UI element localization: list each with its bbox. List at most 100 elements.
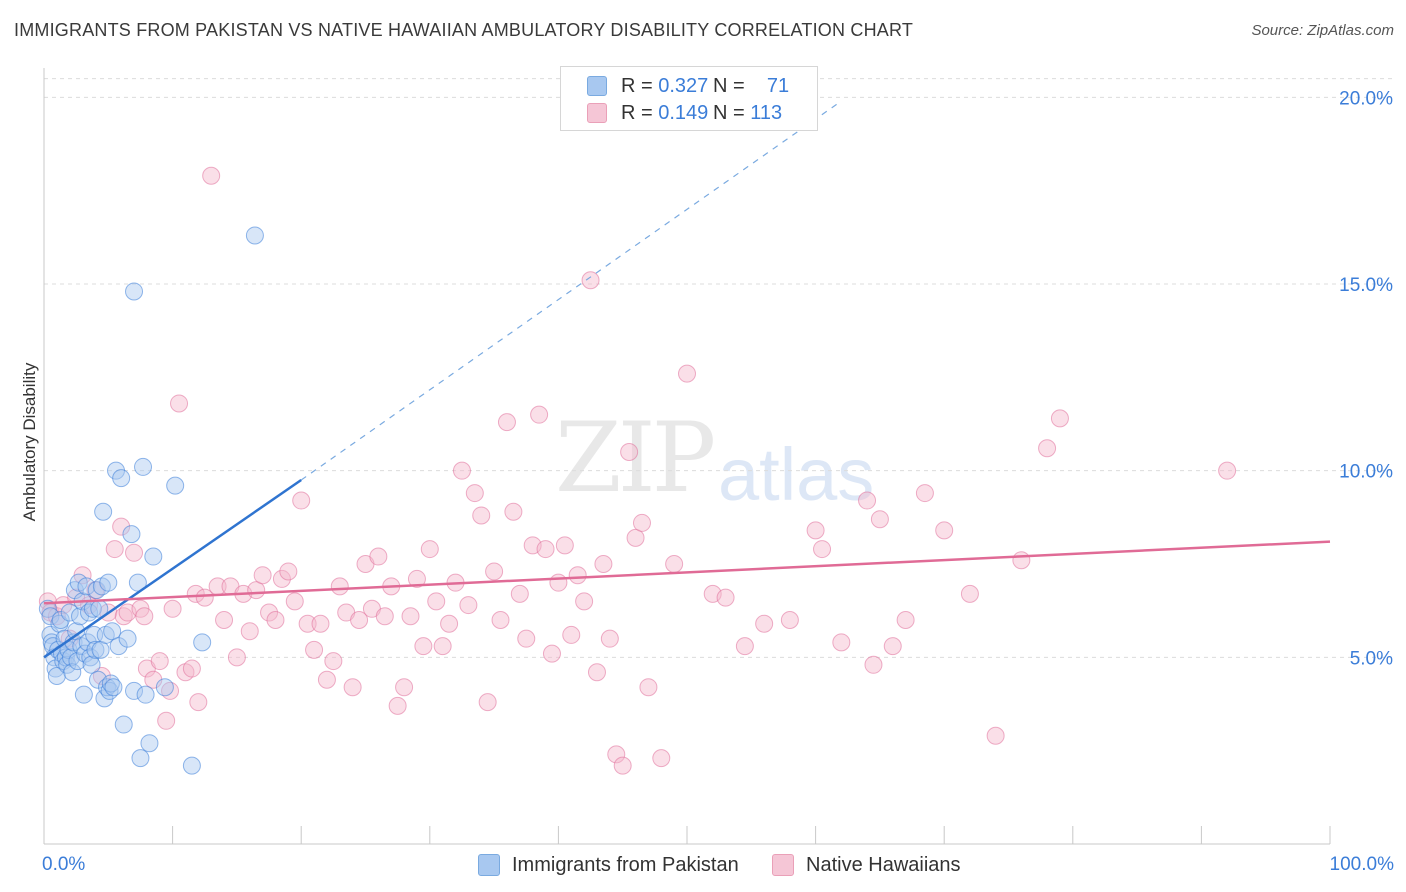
data-point xyxy=(74,685,93,704)
bottom-legend-label-hawaiians: Native Hawaiians xyxy=(806,853,961,876)
data-point xyxy=(324,652,343,671)
data-point xyxy=(38,599,57,618)
data-point xyxy=(202,166,221,185)
trend-line-hawaiians xyxy=(43,540,1331,605)
data-point xyxy=(369,547,388,566)
data-point xyxy=(56,648,75,667)
data-point xyxy=(195,588,214,607)
axis-layer xyxy=(43,68,1331,845)
trend-line-pakistan-extension xyxy=(300,100,842,481)
data-point xyxy=(305,640,324,659)
label-layer: 5.0% 10.0% 15.0% 20.0% 0.0% 100.0% Ambulatory … xyxy=(20,88,1394,875)
stats-legend: R = 0.327 N = 71 R = 0.149 N = 113 xyxy=(560,66,818,131)
legend-row-pakistan: R = 0.327 N = 71 xyxy=(587,74,789,98)
legend-r-value: 0.149 xyxy=(658,101,709,124)
data-point xyxy=(131,749,150,768)
data-point xyxy=(517,629,536,648)
data-point xyxy=(157,711,176,730)
data-point xyxy=(136,685,155,704)
data-point xyxy=(94,502,113,521)
bottom-legend-label-pakistan: Immigrants from Pakistan xyxy=(512,853,739,876)
data-point xyxy=(478,693,497,712)
data-point xyxy=(298,614,317,633)
data-point xyxy=(166,476,185,495)
legend-r-label: R = xyxy=(621,74,653,97)
bottom-legend-swatch-pakistan xyxy=(478,854,500,876)
data-point xyxy=(896,611,915,629)
data-point xyxy=(665,555,684,573)
data-point xyxy=(350,611,369,629)
data-point xyxy=(864,655,883,674)
y-tick-label: 5.0% xyxy=(1350,648,1393,669)
data-point xyxy=(47,667,66,685)
data-point xyxy=(575,592,594,611)
data-point xyxy=(504,502,523,521)
data-point xyxy=(193,633,212,652)
data-point xyxy=(41,607,60,626)
data-point xyxy=(459,596,478,615)
data-point xyxy=(440,614,459,633)
data-point xyxy=(186,584,205,603)
data-point xyxy=(401,607,420,626)
data-point xyxy=(105,540,124,559)
data-point xyxy=(407,569,426,588)
data-point xyxy=(279,562,298,581)
data-point xyxy=(716,588,735,607)
legend-row-hawaiians: R = 0.149 N = 113 xyxy=(587,101,782,125)
data-point xyxy=(395,678,414,697)
data-point xyxy=(485,562,504,581)
data-point xyxy=(135,607,154,626)
legend-n-value: 113 xyxy=(750,101,783,124)
data-point xyxy=(317,670,336,689)
data-point xyxy=(245,226,264,245)
data-point xyxy=(77,577,96,596)
bottom-legend-swatch-hawaiians xyxy=(772,854,794,876)
data-point xyxy=(549,573,568,592)
data-point xyxy=(82,655,101,674)
data-point xyxy=(735,637,754,656)
legend-swatch-pakistan xyxy=(587,76,607,96)
data-point xyxy=(960,584,979,603)
data-point xyxy=(632,513,651,532)
data-point xyxy=(86,640,105,659)
data-point xyxy=(109,637,128,656)
y-axis-label: Ambulatory Disability xyxy=(20,362,39,521)
data-point xyxy=(491,611,510,629)
data-point xyxy=(170,394,189,413)
bottom-legend-pakistan: Immigrants from Pakistan xyxy=(478,852,739,878)
data-point xyxy=(433,637,452,656)
data-point xyxy=(140,734,159,753)
data-point xyxy=(427,592,446,611)
data-point xyxy=(38,592,57,611)
data-point xyxy=(182,756,201,775)
data-point xyxy=(414,637,433,656)
data-point xyxy=(99,573,118,592)
data-point xyxy=(530,405,549,424)
legend-swatch-hawaiians xyxy=(587,103,607,123)
data-point xyxy=(114,715,133,734)
data-point xyxy=(1050,409,1069,428)
data-point xyxy=(292,491,311,510)
legend-n-label: N = xyxy=(713,101,745,124)
data-point xyxy=(452,461,471,480)
data-point xyxy=(112,517,131,536)
data-point xyxy=(182,659,201,678)
data-point xyxy=(935,521,954,540)
data-point xyxy=(240,622,259,641)
trend-line-pakistan xyxy=(43,478,302,659)
data-point xyxy=(227,648,246,667)
x-tick-label: 100.0% xyxy=(1330,854,1395,875)
data-point xyxy=(215,611,234,629)
x-tick-label: 0.0% xyxy=(42,854,85,875)
data-point xyxy=(832,633,851,652)
data-point xyxy=(104,678,123,697)
data-point xyxy=(51,611,70,629)
data-point xyxy=(272,569,291,588)
data-point xyxy=(1012,551,1031,570)
data-point xyxy=(63,663,82,682)
data-point xyxy=(150,652,169,671)
legend-n-value: 71 xyxy=(766,74,790,97)
data-point xyxy=(510,584,529,603)
data-point xyxy=(122,525,141,544)
